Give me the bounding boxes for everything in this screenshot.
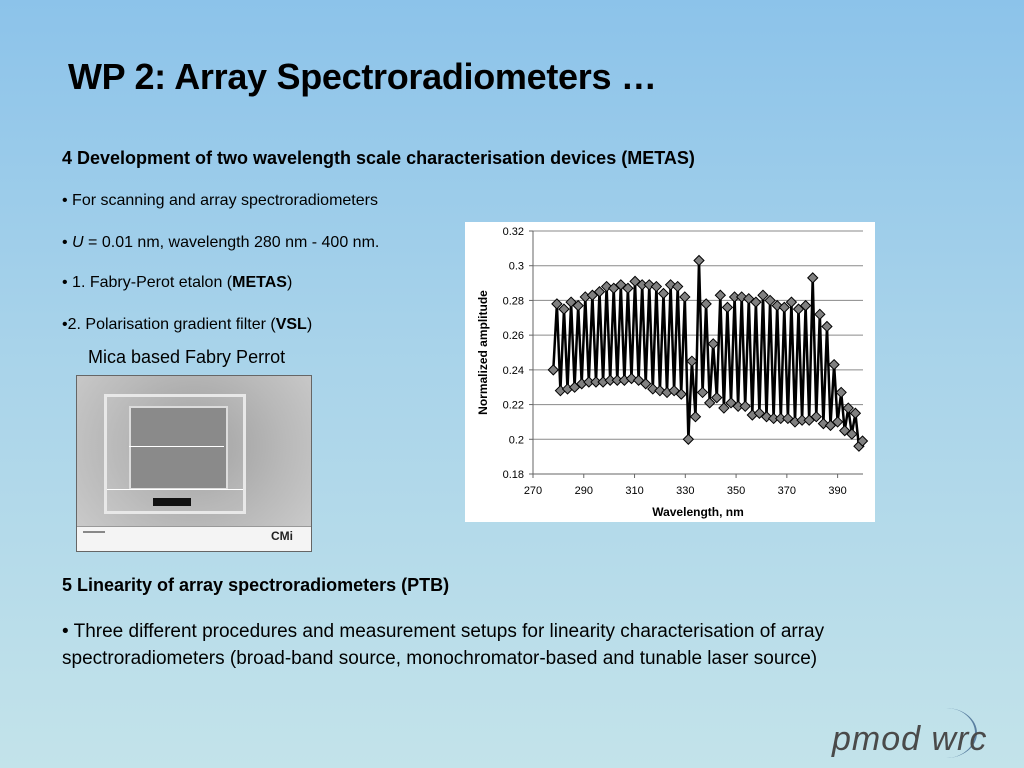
data-point (675, 388, 687, 400)
data-point (558, 303, 570, 315)
data-point (714, 289, 727, 301)
data-point (711, 391, 723, 404)
bullet-uncertainty-symbol: U (72, 234, 84, 251)
y-axis-label: Normalized amplitude (476, 290, 490, 415)
data-point (846, 428, 858, 440)
x-tick-label: 370 (778, 485, 796, 497)
section5-heading: 5 Linearity of array spectroradiometers … (62, 575, 450, 595)
y-tick-label: 0.32 (503, 226, 524, 238)
data-point (778, 301, 791, 314)
y-tick-label: 0.28 (503, 295, 524, 307)
sem-scale-line (129, 446, 224, 447)
data-point (622, 282, 634, 294)
data-point (547, 364, 560, 376)
data-point (757, 289, 769, 301)
data-point (640, 378, 652, 390)
data-point (671, 280, 684, 293)
x-tick-label: 290 (575, 485, 593, 497)
data-point (593, 286, 606, 298)
sem-info-bar: CMi (77, 526, 311, 551)
y-tick-label: 0.22 (503, 400, 524, 412)
y-tick-label: 0.26 (503, 330, 524, 342)
x-tick-label: 390 (828, 485, 846, 497)
y-tick-label: 0.18 (503, 469, 524, 481)
bullet-fabry-perot-suffix: ) (286, 274, 293, 291)
bullet-fabry-perot-prefix: • 1. Fabry-Perot etalon ( (62, 274, 233, 291)
data-point (828, 358, 840, 371)
x-axis-label: Wavelength, nm (652, 505, 744, 519)
sem-scale-bar (83, 531, 105, 533)
data-point (682, 433, 695, 445)
bullet-fabry-perot: • 1. Fabry-Perot etalon (METAS) (62, 274, 292, 292)
data-point (689, 411, 702, 423)
series-line (552, 260, 864, 450)
sem-image: CMi (76, 375, 312, 552)
bullet-uncertainty-text: = 0.01 nm, wavelength 280 nm - 400 nm. (83, 234, 380, 251)
data-point (629, 275, 641, 288)
data-point (849, 407, 862, 419)
x-tick-label: 270 (524, 485, 542, 497)
y-tick-label: 0.3 (509, 261, 524, 273)
bullet-polarisation: •2. Polarisation gradient filter (VSL) (62, 316, 312, 334)
data-point (814, 308, 826, 321)
data-point (831, 416, 844, 428)
data-point (700, 298, 712, 310)
data-point (807, 272, 819, 284)
slide-title: WP 2: Array Spectroradiometers … (68, 56, 657, 97)
data-point (551, 298, 563, 310)
data-point (696, 386, 709, 399)
data-point (707, 338, 719, 350)
data-point (810, 411, 822, 423)
bullet-scanning: • For scanning and array spectroradiomet… (62, 192, 378, 209)
sem-label (153, 498, 191, 506)
x-tick-label: 350 (727, 485, 745, 497)
data-point (703, 397, 716, 409)
data-point (718, 402, 730, 414)
bullet-uncertainty-prefix: • (62, 234, 73, 251)
bullet-fabry-perot-bold: METAS (232, 274, 287, 291)
pmod-wrc-logo: pmod wrc (832, 720, 988, 758)
wavelength-chart: 0.18 0.2 0.22 0.24 0.26 0.28 0.3 0.32 270 290 310 3… (476, 226, 869, 519)
data-point (721, 301, 734, 314)
data-point (785, 296, 798, 308)
sem-inner (129, 406, 228, 490)
x-tick-label: 310 (625, 485, 643, 497)
sem-scale-line-2 (107, 489, 243, 490)
bullet-uncertainty: • U = 0.01 nm, wavelength 280 nm - 400 n… (62, 234, 379, 252)
section4-heading: 4 Development of two wavelength scale ch… (62, 148, 695, 168)
y-tick-label: 0.2 (509, 434, 524, 446)
bullet-polarisation-prefix: •2. Polarisation gradient filter ( (62, 316, 276, 333)
data-point (799, 299, 812, 312)
data-point (821, 320, 833, 333)
data-point (686, 355, 698, 367)
bullet-polarisation-suffix: ) (306, 316, 313, 333)
bullet-polarisation-bold: VSL (275, 316, 307, 333)
data-point (693, 254, 705, 267)
data-point (657, 287, 670, 300)
data-point (750, 296, 762, 308)
data-point (764, 294, 776, 307)
data-point (650, 280, 663, 293)
section5-text: • Three different procedures and measure… (62, 621, 825, 669)
data-point (842, 402, 854, 414)
x-tick-label: 330 (676, 485, 694, 497)
y-tick-label: 0.24 (503, 365, 524, 377)
image-caption: Mica based Fabry Perrot (88, 347, 286, 367)
sem-logo: CMi (271, 529, 293, 543)
data-point (739, 400, 751, 413)
data-point (856, 435, 869, 447)
data-point (679, 291, 691, 303)
data-point (835, 386, 847, 399)
logo-swoosh (915, 708, 977, 758)
data-point (572, 299, 584, 312)
